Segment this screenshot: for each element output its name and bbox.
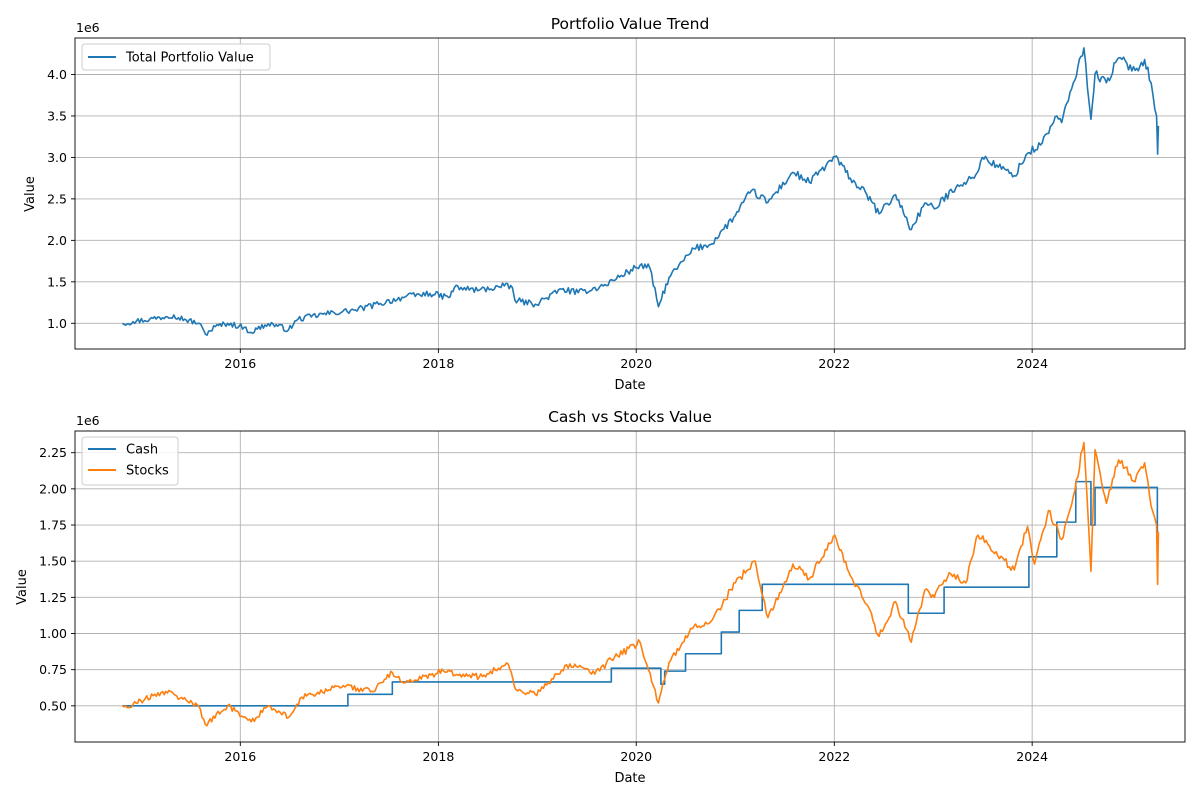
x-axis-label: Date: [614, 771, 645, 786]
x-tick-label: 2022: [818, 356, 850, 371]
y-offset-text: 1e6: [76, 20, 100, 35]
y-tick-label: 2.00: [39, 481, 67, 496]
x-tick-label: 2018: [422, 356, 454, 371]
y-tick-label: 4.0: [47, 67, 67, 82]
chart-title: Cash vs Stocks Value: [548, 408, 712, 426]
y-tick-label: 2.25: [39, 445, 67, 460]
grid: [75, 431, 1185, 742]
y-tick-label: 0.50: [39, 698, 67, 713]
legend-label-total-portfolio-value: Total Portfolio Value: [125, 51, 254, 66]
y-tick-label: 1.00: [39, 626, 67, 641]
x-tick-label: 2016: [224, 749, 256, 764]
x-tick-label: 2024: [1016, 356, 1048, 371]
legend-label-stocks: Stocks: [126, 464, 169, 479]
y-tick-label: 2.5: [47, 191, 67, 206]
x-axis-label: Date: [614, 378, 645, 393]
x-tick-label: 2022: [818, 749, 850, 764]
y-tick-label: 1.25: [39, 590, 67, 605]
ticks: 2016 2018 2020 2022 2024 0.50 0.75 1.00 1.25 1.50…: [39, 445, 1048, 764]
y-tick-label: 1.75: [39, 518, 67, 533]
y-tick-label: 3.0: [47, 150, 67, 165]
series-line-cash: [122, 480, 1159, 707]
axes-frame: [74, 37, 1186, 350]
legend[interactable]: Cash Stocks: [81, 436, 179, 486]
ticks: 2016 2018 2020 2022 2024 1.0 1.5 2.0 2.5 3.0 3.5 4.…: [47, 67, 1048, 371]
y-tick-label: 0.75: [39, 662, 67, 677]
x-tick-label: 2016: [224, 356, 256, 371]
series-line-total-portfolio-value: [121, 47, 1160, 336]
y-tick-label: 3.5: [47, 108, 67, 123]
grid: [75, 38, 1185, 349]
y-tick-label: 1.50: [39, 554, 67, 569]
y-offset-text: 1e6: [76, 413, 100, 428]
legend[interactable]: Total Portfolio Value: [81, 43, 271, 71]
y-tick-label: 1.5: [47, 274, 67, 289]
series-line-stocks: [122, 441, 1160, 727]
cash-vs-stocks-chart: Cash vs Stocks Value Date Value 1e6 2016…: [15, 408, 1186, 786]
x-tick-label: 2020: [620, 356, 652, 371]
y-tick-label: 1.0: [47, 316, 67, 331]
portfolio-value-chart: Portfolio Value Trend Date Value 1e6 201…: [23, 15, 1186, 393]
chart-title: Portfolio Value Trend: [551, 15, 710, 33]
series-lines: [122, 441, 1160, 727]
y-tick-label: 2.0: [47, 233, 67, 248]
axes-frame: [74, 430, 1186, 743]
legend-label-cash: Cash: [126, 443, 158, 458]
legend-box: [81, 43, 271, 71]
x-tick-label: 2018: [422, 749, 454, 764]
series-lines: [121, 47, 1160, 336]
x-tick-label: 2020: [620, 749, 652, 764]
y-axis-label: Value: [23, 176, 38, 212]
x-tick-label: 2024: [1016, 749, 1048, 764]
y-axis-label: Value: [15, 569, 30, 605]
